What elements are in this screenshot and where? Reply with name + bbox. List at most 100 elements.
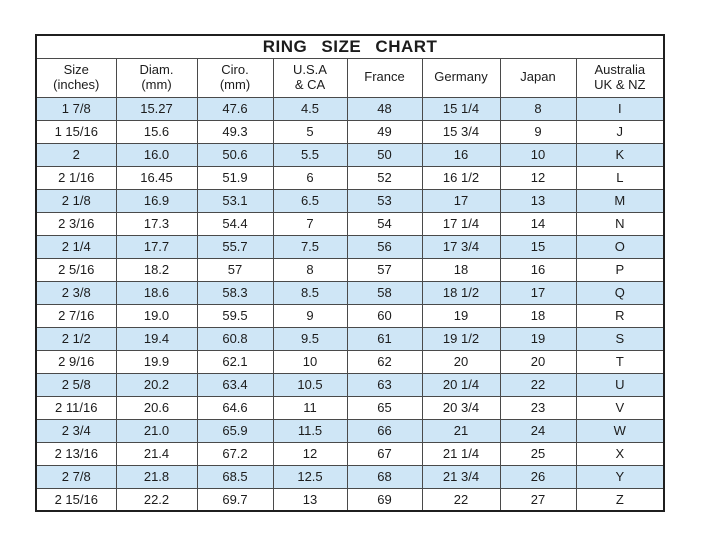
table-cell: K [575,142,665,167]
table-cell: Q [575,280,665,305]
table-cell: J [575,119,665,144]
table-row: 2 1/8 16.9 53.1 6.5 53 17 13 M [35,188,665,213]
column-header-line: Ciro. [221,61,249,77]
table-cell: 2 15/16 [35,487,117,512]
table-cell: 16 [499,257,577,282]
table-cell: 18.2 [115,257,198,282]
table-row: 2 1/16 16.45 51.9 6 52 16 1/2 12 L [35,165,665,190]
table-cell: 15 1/4 [421,96,501,121]
table-cell: 1 7/8 [35,96,117,121]
column-header-line: Japan [520,69,556,85]
table-cell: 21 [421,418,501,443]
table-row: 2 7/8 21.8 68.5 12.5 68 21 3/4 26 Y [35,464,665,489]
table-cell: 20 1/4 [421,372,501,397]
table-cell: O [575,234,665,259]
table-cell: 68 [346,464,423,489]
table-cell: 11 [272,395,348,420]
table-cell: 16.45 [115,165,198,190]
table-cell: 27 [499,487,577,512]
table-cell: Y [575,464,665,489]
table-cell: 19 [421,303,501,328]
table-cell: 53.1 [196,188,274,213]
table-cell: 65 [346,395,423,420]
table-cell: 54 [346,211,423,236]
table-cell: 21 3/4 [421,464,501,489]
column-header-diam-mm: Diam. (mm) [115,57,198,98]
table-cell: 10 [272,349,348,374]
table-row: 2 16.0 50.6 5.5 50 16 10 K [35,142,665,167]
table-cell: 47.6 [196,96,274,121]
table-row: 1 7/8 15.27 47.6 4.5 48 15 1/4 8 I [35,96,665,121]
table-cell: V [575,395,665,420]
table-row: 2 1/2 19.4 60.8 9.5 61 19 1/2 19 S [35,326,665,351]
table-cell: 2 [35,142,117,167]
table-row: 2 5/8 20.2 63.4 10.5 63 20 1/4 22 U [35,372,665,397]
column-header-size-inches: Size (inches) [35,57,117,98]
table-cell: L [575,165,665,190]
table-cell: 9.5 [272,326,348,351]
column-header-line: France [364,69,405,85]
table-cell: 49 [346,119,423,144]
ring-size-chart-table: RING SIZE CHART Size (inches) Diam. (mm) Cir… [35,34,666,512]
table-cell: 8 [272,257,348,282]
table-cell: 2 3/8 [35,280,117,305]
table-cell: 26 [499,464,577,489]
table-cell: 15.6 [115,119,198,144]
table-row: 2 3/8 18.6 58.3 8.5 58 18 1/2 17 Q [35,280,665,305]
chart-title: RING SIZE CHART [35,34,665,59]
table-row: 2 3/16 17.3 54.4 7 54 17 1/4 14 N [35,211,665,236]
table-row: 2 3/4 21.0 65.9 11.5 66 21 24 W [35,418,665,443]
table-row: 2 9/16 19.9 62.1 10 62 20 20 T [35,349,665,374]
table-cell: 2 11/16 [35,395,117,420]
column-header-australia-uk-nz: Australia UK & NZ [575,57,665,98]
table-cell: 2 3/16 [35,211,117,236]
table-cell: 16 [421,142,501,167]
table-cell: 15.27 [115,96,198,121]
table-cell: 12 [499,165,577,190]
column-header-line: Diam. [139,61,174,77]
table-body: 1 7/8 15.27 47.6 4.5 48 15 1/4 8 I 1 15/16 15.6 49… [35,96,665,512]
table-cell: P [575,257,665,282]
table-row: 2 11/16 20.6 64.6 11 65 20 3/4 23 V [35,395,665,420]
table-cell: 13 [272,487,348,512]
table-cell: 5.5 [272,142,348,167]
table-cell: 2 1/4 [35,234,117,259]
table-cell: 21.8 [115,464,198,489]
table-cell: 19 1/2 [421,326,501,351]
table-row: 2 13/16 21.4 67.2 12 67 21 1/4 25 X [35,441,665,466]
table-cell: 9 [272,303,348,328]
table-cell: N [575,211,665,236]
table-cell: 59.5 [196,303,274,328]
table-cell: 17.7 [115,234,198,259]
table-cell: 21.4 [115,441,198,466]
table-cell: 61 [346,326,423,351]
table-cell: Z [575,487,665,512]
column-header-ciro-mm: Ciro. (mm) [196,57,274,98]
table-cell: 22 [421,487,501,512]
table-cell: 2 7/16 [35,303,117,328]
table-cell: 2 5/8 [35,372,117,397]
table-cell: R [575,303,665,328]
table-cell: 20 3/4 [421,395,501,420]
table-cell: X [575,441,665,466]
table-cell: 1 15/16 [35,119,117,144]
table-cell: 11.5 [272,418,348,443]
table-cell: 25 [499,441,577,466]
table-cell: 17.3 [115,211,198,236]
table-cell: 17 [499,280,577,305]
table-cell: 8 [499,96,577,121]
table-row: 1 15/16 15.6 49.3 5 49 15 3/4 9 J [35,119,665,144]
table-cell: 67 [346,441,423,466]
table-cell: 20 [421,349,501,374]
table-cell: 6.5 [272,188,348,213]
table-cell: W [575,418,665,443]
table-cell: 63 [346,372,423,397]
table-cell: 19 [499,326,577,351]
table-cell: 65.9 [196,418,274,443]
table-row: 2 15/16 22.2 69.7 13 69 22 27 Z [35,487,665,512]
table-cell: 8.5 [272,280,348,305]
table-cell: 2 1/16 [35,165,117,190]
column-header-line: (mm) [141,76,172,92]
table-cell: 2 9/16 [35,349,117,374]
table-cell: 9 [499,119,577,144]
